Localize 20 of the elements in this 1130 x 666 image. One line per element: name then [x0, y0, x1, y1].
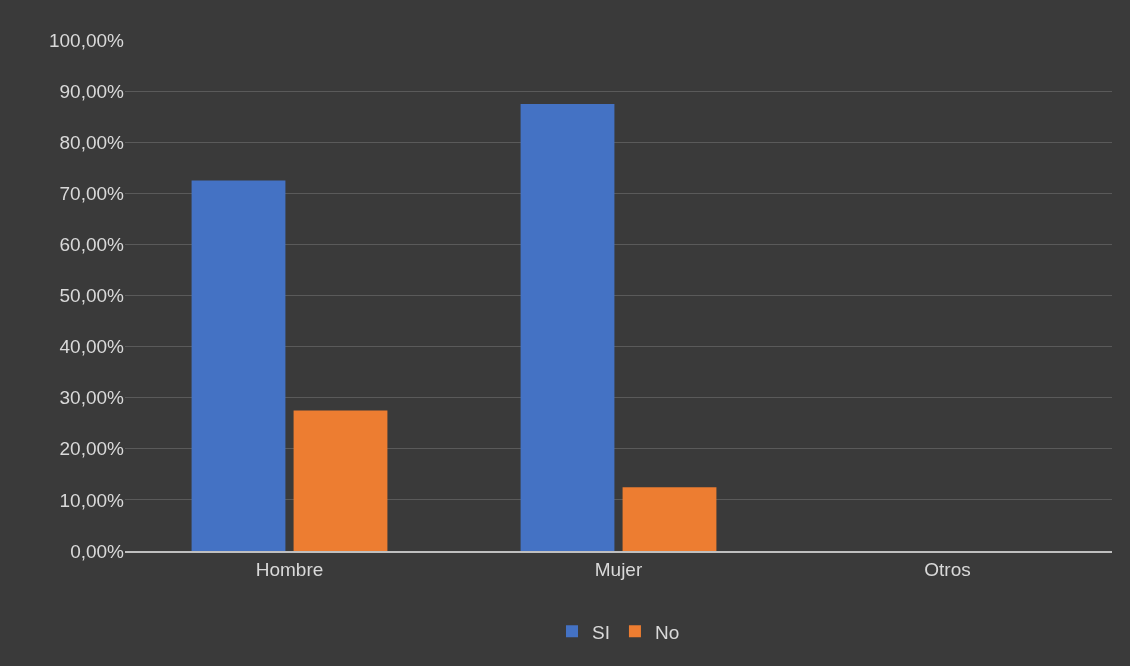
legend-label: SI — [592, 621, 610, 643]
y-tick-label: 90,00% — [59, 80, 125, 102]
bar — [191, 180, 286, 551]
y-tick-label: 50,00% — [59, 285, 125, 307]
bar — [622, 487, 717, 551]
x-tick-label: Otros — [924, 558, 971, 580]
y-tick-label: 60,00% — [59, 234, 125, 256]
y-tick-label: 20,00% — [59, 438, 125, 460]
y-tick-label: 10,00% — [59, 489, 125, 511]
y-tick-label: 0,00% — [70, 540, 125, 562]
y-tick-label: 100,00% — [48, 29, 125, 51]
bar — [293, 410, 388, 551]
y-tick-label: 70,00% — [59, 182, 125, 204]
y-tick-label: 80,00% — [59, 131, 125, 153]
x-tick-label: Hombre — [255, 558, 324, 580]
bar — [520, 103, 615, 551]
x-tick-label: Mujer — [594, 558, 643, 580]
legend-label: No — [654, 621, 680, 643]
y-tick-label: 40,00% — [59, 336, 125, 358]
y-tick-label: 30,00% — [59, 387, 125, 409]
